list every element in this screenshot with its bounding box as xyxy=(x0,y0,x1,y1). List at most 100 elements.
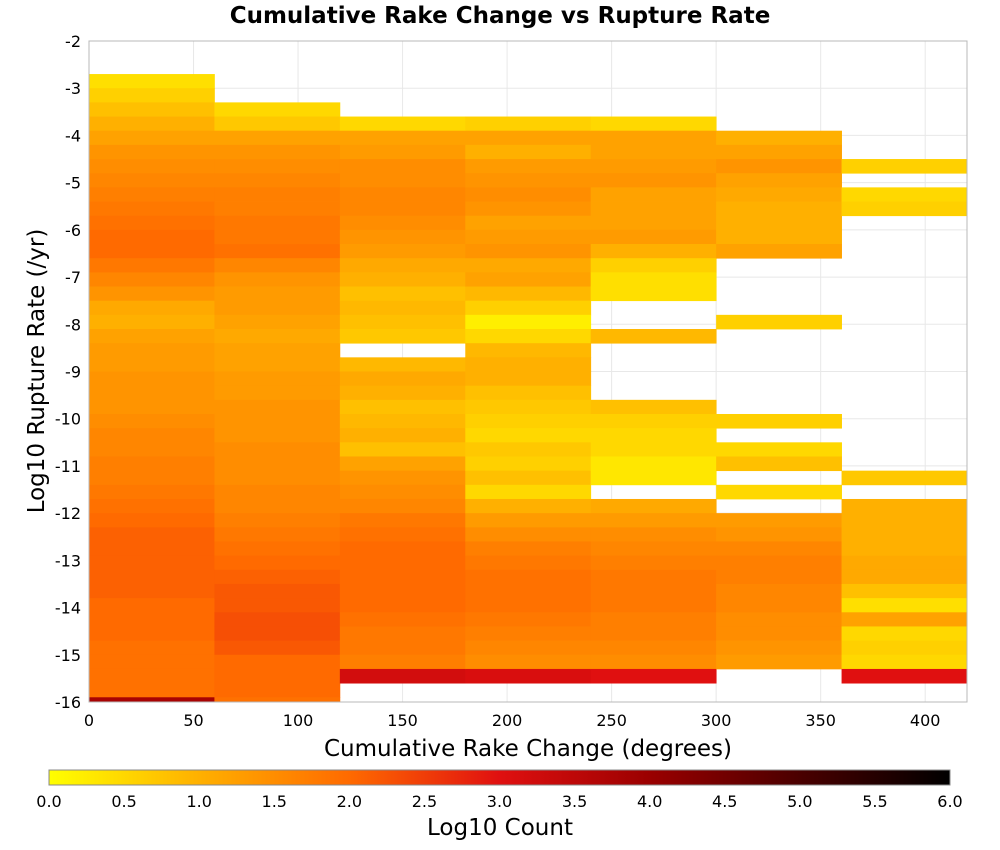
heatmap-cell xyxy=(716,598,842,613)
heatmap-cell xyxy=(716,144,842,160)
heatmap-cell xyxy=(716,626,842,642)
heatmap-cell xyxy=(339,612,466,627)
heatmap-cell xyxy=(89,569,215,585)
x-tick-label: 350 xyxy=(805,711,836,730)
colorbar-tick-label: 6.0 xyxy=(937,792,962,811)
heatmap-cell xyxy=(214,314,341,330)
colorbar-tick-label: 2.0 xyxy=(337,792,362,811)
heatmap-cell xyxy=(339,541,466,557)
heatmap-cell xyxy=(465,371,592,387)
heatmap-cell xyxy=(590,144,717,160)
heatmap-cell xyxy=(89,130,215,146)
heatmap-cell xyxy=(214,513,341,528)
heatmap-cell xyxy=(590,598,717,613)
heatmap-cell xyxy=(590,456,717,472)
colorbar-tick-label: 0.5 xyxy=(111,792,136,811)
heatmap-cell xyxy=(465,314,592,330)
heatmap-cell xyxy=(465,668,592,684)
heatmap-cell xyxy=(214,626,341,642)
heatmap-cell xyxy=(214,612,341,627)
heatmap-cell xyxy=(339,159,466,174)
colorbar-tick-label: 4.5 xyxy=(712,792,737,811)
heatmap-cell xyxy=(465,428,592,443)
heatmap-cell xyxy=(89,329,215,344)
colorbar-label: Log10 Count xyxy=(427,815,573,841)
heatmap-cell xyxy=(339,286,466,302)
heatmap-cell xyxy=(214,385,341,401)
heatmap-cell xyxy=(465,159,592,174)
heatmap-cell xyxy=(214,484,341,500)
heatmap-cell xyxy=(339,371,466,387)
heatmap-cell xyxy=(841,626,968,642)
heatmap-cell xyxy=(339,470,466,486)
x-tick-label: 0 xyxy=(84,711,94,730)
y-tick-label: -6 xyxy=(65,221,81,240)
heatmap-cell xyxy=(590,215,717,231)
heatmap-cell xyxy=(89,102,215,117)
colorbar-tick-label: 3.5 xyxy=(562,792,587,811)
heatmap-cell xyxy=(465,555,592,571)
heatmap-cell xyxy=(716,484,842,500)
heatmap-cell xyxy=(465,244,592,259)
x-tick-label: 100 xyxy=(283,711,314,730)
heatmap-cell xyxy=(339,272,466,287)
heatmap-cell xyxy=(841,513,968,528)
heatmap-cell xyxy=(590,173,717,188)
heatmap-cell xyxy=(590,201,717,217)
heatmap-cell xyxy=(841,201,968,217)
heatmap-cell xyxy=(841,498,968,514)
heatmap-cell xyxy=(465,456,592,472)
heatmap-cell xyxy=(465,215,592,231)
heatmap-cell xyxy=(590,654,717,670)
heatmap-cell xyxy=(89,413,215,429)
heatmap-cell xyxy=(89,626,215,642)
y-tick-label: -14 xyxy=(55,599,81,618)
heatmap-cell xyxy=(89,668,215,684)
heatmap-cell xyxy=(716,541,842,557)
heatmap-cell xyxy=(339,130,466,146)
heatmap-cell xyxy=(89,258,215,273)
y-tick-label: -8 xyxy=(65,315,81,334)
heatmap-cell xyxy=(590,187,717,202)
heatmap-cell xyxy=(465,300,592,316)
heatmap-cell xyxy=(590,428,717,443)
heatmap-cell xyxy=(465,399,592,415)
heatmap-cell xyxy=(841,598,968,613)
heatmap-cell xyxy=(214,300,341,316)
heatmap-cell xyxy=(89,498,215,514)
heatmap-cell xyxy=(89,456,215,472)
heatmap-cell xyxy=(89,229,215,245)
heatmap-cell xyxy=(841,555,968,571)
heatmap-cell xyxy=(841,654,968,670)
heatmap-cell xyxy=(716,244,842,259)
heatmap-cell xyxy=(465,385,592,401)
y-tick-label: -3 xyxy=(65,79,81,98)
heatmap-cell xyxy=(214,272,341,287)
heatmap-cell xyxy=(89,314,215,330)
heatmap-cell xyxy=(339,173,466,188)
heatmap-cell xyxy=(465,272,592,287)
heatmap-cell xyxy=(339,357,466,372)
heatmap-cell xyxy=(465,612,592,627)
heatmap-cell xyxy=(716,569,842,585)
heatmap-cell xyxy=(89,399,215,415)
heatmap-cell xyxy=(339,329,466,344)
heatmap-cell xyxy=(214,583,341,599)
heatmap-cell xyxy=(590,258,717,273)
heatmap-cell xyxy=(89,541,215,557)
heatmap-cell xyxy=(89,697,215,703)
x-tick-label: 50 xyxy=(183,711,203,730)
x-tick-label: 200 xyxy=(492,711,523,730)
heatmap-cell xyxy=(465,201,592,217)
y-tick-label: -10 xyxy=(55,410,81,429)
heatmap-cell xyxy=(590,541,717,557)
heatmap-cell xyxy=(214,541,341,557)
heatmap-cell xyxy=(214,343,341,358)
heatmap-cell xyxy=(465,541,592,557)
y-tick-label: -12 xyxy=(55,504,81,523)
heatmap-cells xyxy=(89,74,968,703)
x-tick-label: 150 xyxy=(387,711,418,730)
heatmap-cell xyxy=(214,683,341,698)
heatmap-cell xyxy=(214,428,341,443)
heatmap-cell xyxy=(214,668,341,684)
